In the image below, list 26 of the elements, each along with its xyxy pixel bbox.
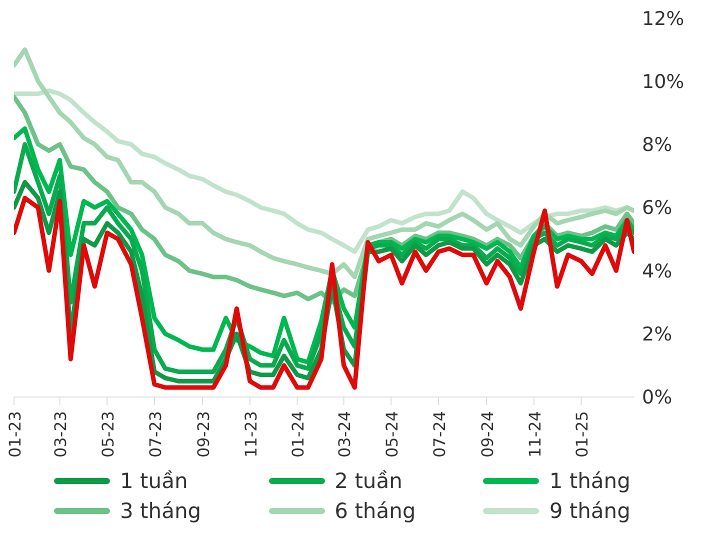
legend-label: 1 tuần (120, 469, 188, 493)
x-tick-label: 03-23 (51, 411, 70, 458)
x-tick-label: 01-25 (572, 411, 592, 458)
y-tick-label: 8% (642, 134, 672, 156)
x-tick-label: 11-24 (525, 411, 544, 458)
x-tick-label: 09-23 (194, 411, 213, 458)
y-tick-label: 12% (642, 8, 684, 30)
y-tick-label: 2% (642, 324, 672, 346)
x-tick-label: 11-23 (241, 411, 260, 458)
y-tick-label: 0% (642, 386, 672, 409)
x-tick-label: 09-24 (478, 411, 497, 458)
legend-label: 9 tháng (549, 499, 630, 523)
x-tick-label: 01-23 (5, 411, 24, 458)
x-tick-label: 05-24 (382, 411, 402, 458)
legend-label: 1 tháng (549, 469, 630, 493)
legend-label: 3 tháng (120, 499, 202, 523)
legend-label: 6 tháng (334, 499, 416, 523)
x-tick-label: 07-24 (430, 411, 449, 458)
x-tick-label: 03-24 (335, 411, 354, 458)
x-tick-label: 01-24 (288, 411, 308, 458)
legend-label: 2 tuần (334, 469, 402, 493)
x-tick-label: 05-23 (98, 411, 118, 458)
y-tick-label: 6% (642, 197, 672, 220)
y-tick-label: 10% (642, 70, 684, 93)
x-tick-label: 07-23 (146, 411, 165, 458)
y-tick-label: 4% (642, 260, 672, 282)
